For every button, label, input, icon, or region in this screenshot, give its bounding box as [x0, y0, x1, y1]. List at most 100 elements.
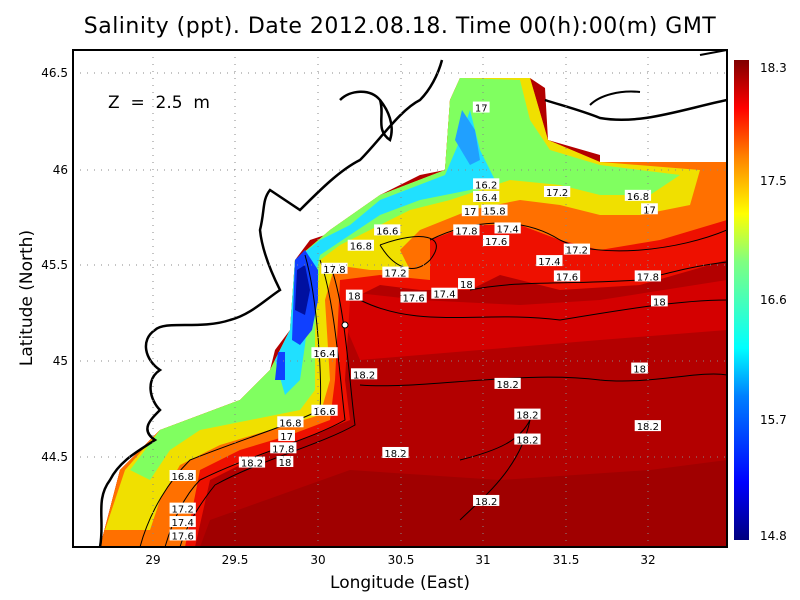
contour-label: 17.4 [172, 518, 194, 529]
contour-label-bg [345, 289, 363, 301]
contour-label: 17.2 [172, 505, 194, 516]
contour-label-bg [473, 190, 500, 202]
contour-label: 17.8 [455, 226, 477, 237]
contour-label-bg [482, 235, 510, 247]
contour-label: 18 [279, 458, 292, 469]
contour-labels: 17 16.2 16.4 15.8 17 17.2 16.8 17 17.4 17.8 17.6 16… [169, 101, 668, 542]
contour-label: 18.2 [241, 459, 263, 470]
colorbar [734, 60, 749, 540]
contour-label-bg [311, 404, 338, 416]
contour-label-bg [543, 186, 571, 197]
contour-label: 17.2 [384, 269, 406, 280]
contour-label-bg [634, 420, 661, 432]
contour-label: 17 [643, 205, 656, 216]
contour-label-bg [169, 529, 196, 541]
x-tick: 31 [475, 553, 490, 567]
contour-label-bg [277, 416, 304, 428]
depth-annotation: Z = 2.5 m [108, 93, 210, 113]
contour-label: 18 [633, 365, 646, 376]
contour-label-bg [169, 470, 196, 481]
contour-label: 18.2 [496, 380, 518, 391]
contour-label: 17.4 [433, 290, 455, 301]
y-tick: 46.5 [41, 66, 68, 80]
contour-label: 17.8 [272, 444, 294, 455]
coastline [98, 59, 444, 547]
x-tick: 30.5 [388, 553, 415, 567]
x-tick: 31.5 [553, 553, 580, 567]
contour-label: 16.8 [172, 472, 194, 483]
colorbar-tick: 15.7 [760, 413, 787, 427]
contour-label-bg [651, 295, 668, 307]
chart-title: Salinity (ppt). Date 2012.08.18. Time 00… [83, 14, 717, 39]
contour-label-bg [514, 408, 541, 420]
contour-label: 18.2 [516, 436, 538, 447]
contour-label-bg [382, 266, 409, 278]
contour-label-bg [624, 189, 652, 201]
contour-label: 16.4 [313, 349, 335, 360]
contour-label-bg [473, 494, 500, 506]
contour-label: 16.8 [350, 242, 372, 253]
contour-label: 17.6 [402, 294, 424, 305]
map-field: 17 16.2 16.4 15.8 17 17.2 16.8 17 17.4 17.8 17.6 16… [73, 50, 727, 547]
colorbar-tick: 16.6 [760, 293, 787, 307]
contour-label: 17.4 [538, 257, 560, 268]
x-tick: 29 [145, 553, 160, 567]
contour-label: 17 [464, 207, 477, 218]
contour-label-bg [631, 362, 648, 374]
contour-label: 18 [653, 297, 666, 308]
y-axis-label: Latitude (North) [17, 230, 37, 366]
contour-label: 18 [460, 280, 473, 291]
contour-label: 17 [280, 432, 293, 443]
colorbar-tick: 14.8 [760, 529, 787, 543]
contour-label-bg [473, 178, 500, 190]
contour-label: 17.6 [172, 531, 194, 542]
contour-label-bg [400, 291, 427, 303]
contour-label: 17.2 [546, 188, 568, 199]
contour-label-bg [374, 224, 401, 236]
contour-label-bg [461, 205, 479, 217]
y-tick: 45.5 [41, 258, 68, 272]
plot-frame [72, 49, 728, 548]
contour-label: 18.2 [516, 411, 538, 422]
x-tick: 30 [310, 553, 325, 567]
contour-label: 18.2 [353, 370, 375, 381]
contour-label-bg [494, 222, 521, 234]
contour-label-bg [472, 101, 490, 113]
contour-label-bg [169, 516, 196, 528]
x-ticks: 29 29.5 30 30.5 31 31.5 32 [145, 553, 655, 567]
contour-label-bg [481, 204, 508, 216]
contour-label-bg [514, 433, 541, 445]
x-axis-label: Longitude (East) [330, 573, 470, 593]
contour-label: 17.2 [566, 246, 588, 257]
x-tick: 29.5 [222, 553, 249, 567]
contour-label: 18.2 [475, 497, 497, 508]
contour-label-bg [270, 442, 297, 454]
x-tick: 32 [640, 553, 655, 567]
contour-label: 18.2 [384, 449, 406, 460]
contour-label-bg [350, 368, 378, 380]
contour-label-bg [458, 278, 475, 290]
contour-label-bg [563, 243, 591, 255]
contour-label-bg [536, 255, 563, 267]
contour-label: 18 [348, 292, 361, 303]
y-ticks: 44.5 45 45.5 46 46.5 [41, 66, 68, 464]
contour-label: 16.8 [279, 418, 301, 429]
contour-label: 17.6 [485, 237, 507, 248]
contour-label: 16.6 [376, 226, 398, 237]
contour-label-bg [278, 429, 295, 441]
colorbar-ticks: 18.3 17.5 16.6 15.7 14.8 [760, 61, 787, 543]
contour-label: 17.4 [496, 224, 518, 235]
contour-label-bg [347, 239, 374, 251]
contour-label: 17.8 [637, 272, 659, 283]
contour-label-bg [276, 455, 294, 467]
contour-label-bg [311, 347, 338, 359]
y-tick: 45 [53, 354, 68, 368]
contour-label-bg [431, 287, 458, 299]
y-tick: 46 [53, 163, 68, 177]
contour-lines [139, 222, 727, 547]
contour-label: 15.8 [483, 207, 505, 218]
contour-label-bg [453, 224, 480, 236]
contour-label-bg [553, 270, 581, 282]
contour-label-bg [382, 446, 409, 458]
